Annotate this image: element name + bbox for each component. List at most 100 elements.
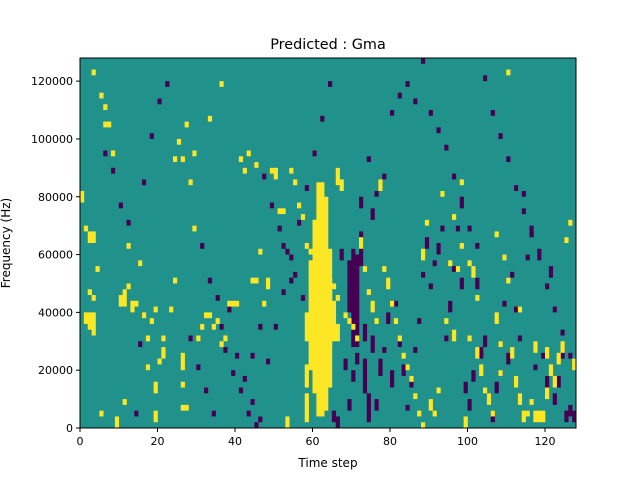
heatmap-cell-low (455, 225, 461, 232)
heatmap-cell-low (207, 277, 213, 284)
heatmap-cell-low (262, 173, 267, 180)
heatmap-cell-low (545, 375, 550, 388)
heatmap-cell-high (180, 404, 185, 411)
x-tick-label: 20 (151, 435, 165, 448)
heatmap-cell-low (359, 196, 364, 209)
heatmap-cell-high (238, 156, 244, 163)
heatmap-cell-high (506, 277, 511, 284)
heatmap-cell-low (293, 271, 298, 278)
heatmap-cell-high (436, 387, 441, 394)
heatmap-cell-high (374, 318, 379, 324)
heatmap-cell-high (517, 306, 523, 313)
heatmap-cell-high (440, 190, 445, 197)
heatmap-cell-low (382, 173, 387, 180)
heatmap-cell-high (405, 364, 410, 371)
heatmap-cell-high (316, 182, 321, 417)
heatmap-cell-low (382, 347, 387, 353)
heatmap-cell-high (145, 364, 151, 371)
heatmap-cell-low (552, 306, 557, 313)
heatmap-cell-low (374, 190, 379, 197)
heatmap-cell-low (355, 254, 360, 348)
heatmap-cell-low (421, 58, 426, 64)
y-axis-ticks: 0 20000 40000 60000 80000 100000 120000 (31, 75, 80, 435)
heatmap-cell-high (169, 306, 174, 313)
heatmap-cell-high (486, 393, 492, 405)
heatmap-cell-low (548, 266, 554, 278)
heatmap-cell-low (537, 248, 542, 255)
heatmap-cell-high (173, 156, 178, 163)
heatmap-cell-high (266, 277, 271, 290)
heatmap-cell-high (382, 266, 387, 272)
y-tick-label: 120000 (31, 75, 73, 88)
heatmap-cell-high (324, 196, 329, 411)
heatmap-cell-high (145, 335, 151, 342)
heatmap-cell-low (552, 393, 557, 405)
heatmap-cell-high (99, 410, 104, 417)
heatmap-cell-high (153, 410, 158, 423)
heatmap-cell-low (165, 81, 170, 87)
heatmap-cell-high (207, 312, 213, 319)
heatmap-cell-high (444, 318, 449, 324)
heatmap-cell-low (335, 416, 340, 428)
heatmap-cell-low (347, 260, 352, 313)
heatmap-cell-low (494, 381, 499, 394)
heatmap-cell-low (421, 271, 426, 278)
heatmap-cell-high (564, 237, 569, 243)
heatmap-cell-high (475, 295, 480, 301)
heatmap-cell-low (378, 358, 383, 376)
heatmap-cell-high (207, 115, 213, 122)
heatmap-cell-high (258, 248, 263, 255)
heatmap-cell-high (99, 92, 104, 99)
heatmap-cell-high (103, 121, 108, 128)
heatmap-cell-high (362, 266, 368, 272)
heatmap-cell-low (138, 341, 143, 348)
heatmap-cell-low (459, 277, 464, 290)
heatmap-cell-high (312, 219, 317, 226)
heatmap-cell-high (269, 167, 275, 174)
heatmap-cell-low (347, 399, 352, 411)
heatmap-cell-low (475, 277, 480, 290)
heatmap-cell-high (502, 254, 507, 261)
heatmap-cell-low (564, 410, 569, 423)
heatmap-cell-low (514, 306, 519, 313)
y-tick-label: 80000 (38, 191, 73, 204)
heatmap-cell-low (289, 254, 294, 261)
heatmap-cell-high (409, 375, 414, 382)
heatmap-cell-low (339, 248, 344, 261)
heatmap-cell-low (459, 196, 464, 209)
heatmap-cell-high (184, 404, 189, 411)
heatmap-cell-high (320, 182, 325, 417)
heatmap-cell-low (444, 335, 449, 342)
heatmap-cell-high (343, 312, 348, 319)
heatmap-cell-low (417, 318, 422, 324)
heatmap-cell-low (537, 254, 542, 261)
y-tick-label: 40000 (38, 306, 73, 319)
heatmap-cell-high (176, 138, 182, 145)
heatmap-cell-high (560, 341, 565, 353)
heatmap-cell-low (521, 190, 526, 197)
heatmap-cell-high (428, 399, 433, 411)
heatmap-cell-low (390, 110, 395, 116)
heatmap-cell-high (277, 208, 282, 215)
heatmap-cell-high (223, 335, 228, 342)
heatmap-cell-high (366, 289, 371, 296)
heatmap-cell-low (266, 358, 271, 365)
heatmap-cell-high (285, 416, 290, 428)
heatmap-cell-high (351, 323, 356, 330)
heatmap-cell-high (494, 312, 499, 324)
heatmap-cell-high (459, 243, 464, 249)
heatmap-cell-low (304, 185, 309, 191)
heatmap-cell-low (300, 295, 306, 301)
heatmap-cell-high (157, 358, 162, 365)
heatmap-cell-low (196, 364, 201, 371)
heatmap-cell-low (331, 410, 337, 423)
heatmap-cell-high (153, 306, 158, 313)
heatmap-cell-low (320, 115, 325, 122)
heatmap-cell-high (506, 69, 511, 76)
heatmap-cell-high (153, 387, 158, 394)
heatmap-cell-high (91, 312, 96, 336)
heatmap-cell-high (242, 167, 247, 174)
heatmap-cell-low (188, 335, 193, 342)
heatmap-cell-low (533, 364, 538, 371)
